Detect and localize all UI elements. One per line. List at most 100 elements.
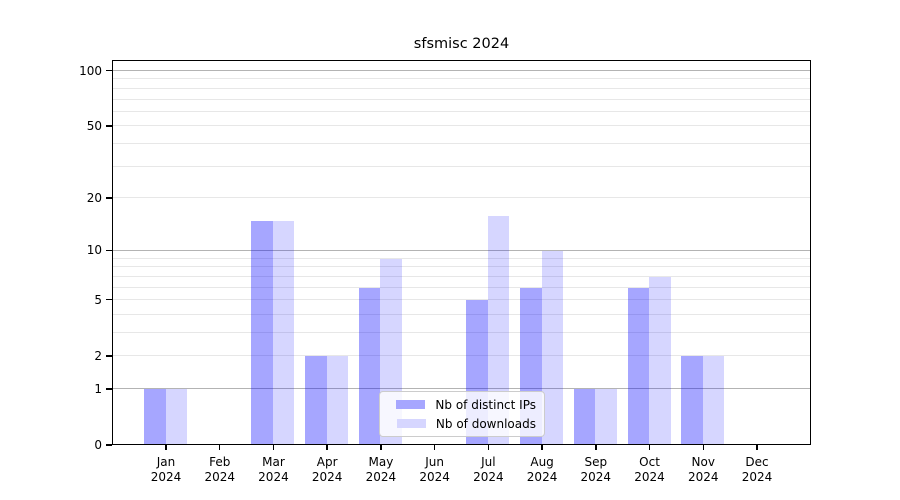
x-axis-tick-label: Jan 2024 [136, 455, 196, 484]
y-axis-tick [106, 69, 112, 72]
x-axis-tick-label: Nov 2024 [673, 455, 733, 484]
bar-downloads [649, 276, 671, 444]
legend-item-distinct-ips: Nb of distinct IPs [386, 397, 536, 412]
x-tick-month: Aug [530, 455, 554, 469]
y-axis-tick [106, 355, 112, 357]
legend-swatch-distinct-ips [396, 400, 426, 409]
bar-downloads [326, 356, 349, 444]
x-tick-month: Mar [262, 455, 285, 469]
legend: Nb of distinct IPs Nb of downloads [379, 391, 545, 437]
x-axis-tick [487, 445, 490, 450]
x-tick-year: 2024 [526, 469, 558, 484]
x-tick-year: 2024 [150, 469, 182, 484]
legend-label-distinct-ips: Nb of distinct IPs [435, 397, 536, 412]
bar-distinct-ips [251, 220, 273, 444]
x-axis-tick-label: Jul 2024 [458, 455, 518, 484]
x-axis-tick-label: Jun 2024 [405, 455, 465, 484]
x-tick-month: Dec [745, 455, 769, 469]
bar-downloads [541, 250, 564, 444]
x-tick-year: 2024 [741, 469, 773, 484]
minor-gridline [113, 313, 810, 315]
x-tick-month: Jan [156, 455, 176, 469]
y-axis-tick [106, 197, 112, 199]
x-axis-tick-label: Feb 2024 [190, 455, 250, 484]
x-axis-tick-label: Sep 2024 [566, 455, 626, 484]
minor-gridline [113, 98, 810, 100]
y-axis-tick-label: 1 [94, 381, 102, 396]
y-axis-tick [106, 249, 112, 252]
x-tick-month: Nov [691, 455, 715, 469]
x-tick-month: Jun [425, 455, 444, 469]
x-axis-tick [218, 445, 221, 450]
minor-gridline [113, 299, 810, 301]
plot-area [112, 60, 811, 445]
x-tick-year: 2024 [204, 469, 235, 484]
x-axis-tick-label: Oct 2024 [620, 455, 680, 484]
x-tick-year: 2024 [419, 469, 450, 484]
x-axis-tick-label: May 2024 [351, 455, 411, 484]
major-gridline [113, 388, 810, 390]
y-axis-tick [106, 125, 112, 127]
bar-downloads [487, 215, 510, 444]
bar-distinct-ips [627, 287, 650, 444]
minor-gridline [113, 78, 810, 80]
x-axis-tick [272, 445, 275, 450]
legend-swatch-downloads [396, 419, 426, 428]
chart-title: sfsmisc 2024 [413, 36, 510, 52]
bar-distinct-ips [305, 356, 327, 444]
y-axis-tick [106, 444, 112, 446]
bar-downloads [165, 389, 187, 444]
bar-distinct-ips [144, 389, 166, 444]
x-axis-tick [648, 445, 651, 450]
bar-downloads [272, 220, 295, 444]
x-tick-month: May [368, 455, 394, 469]
minor-gridline [113, 165, 810, 167]
x-axis-tick [433, 445, 436, 450]
x-tick-month: Jul [481, 455, 496, 469]
x-tick-year: 2024 [580, 469, 612, 484]
legend-label-downloads: Nb of downloads [435, 416, 536, 431]
major-gridline [113, 249, 810, 251]
y-axis-tick [106, 298, 112, 301]
major-gridline [113, 70, 810, 72]
x-axis-tick [380, 445, 382, 450]
x-tick-year: 2024 [258, 469, 289, 484]
x-axis-tick [702, 445, 705, 450]
y-axis-tick-label: 100 [79, 63, 102, 78]
x-axis-tick-label: Aug 2024 [512, 455, 572, 484]
x-tick-year: 2024 [365, 469, 397, 484]
minor-gridline [113, 143, 810, 145]
y-axis-tick-label: 2 [94, 348, 102, 363]
minor-gridline [113, 266, 810, 268]
y-axis-tick-label: 5 [94, 292, 102, 307]
minor-gridline [113, 257, 810, 259]
y-axis-tick-label: 0 [94, 438, 102, 452]
bar-distinct-ips [573, 389, 596, 444]
bar-distinct-ips [358, 287, 381, 444]
x-axis-tick [541, 445, 543, 450]
minor-gridline [113, 332, 810, 334]
x-axis-tick [595, 445, 597, 450]
x-tick-year: 2024 [634, 469, 665, 484]
x-tick-month: Feb [209, 455, 231, 469]
y-axis-tick-label: 20 [86, 190, 102, 205]
x-axis-tick-label: Mar 2024 [243, 455, 303, 484]
y-axis-tick [106, 388, 112, 390]
x-axis-tick [756, 445, 758, 450]
minor-gridline [113, 87, 810, 89]
y-axis-tick-label: 50 [86, 118, 102, 133]
x-tick-year: 2024 [473, 469, 504, 484]
legend-item-downloads: Nb of downloads [386, 416, 536, 431]
bar-downloads [702, 356, 725, 444]
minor-gridline [113, 275, 810, 277]
x-tick-year: 2024 [687, 469, 719, 484]
x-axis-tick-label: Apr 2024 [297, 455, 357, 484]
x-tick-month: Sep [584, 455, 608, 469]
minor-gridline [113, 355, 810, 357]
x-axis-tick [165, 445, 167, 450]
bar-downloads [595, 389, 617, 444]
x-tick-month: Apr [316, 455, 338, 469]
minor-gridline [113, 286, 810, 288]
y-axis-tick-label: 10 [86, 243, 102, 258]
